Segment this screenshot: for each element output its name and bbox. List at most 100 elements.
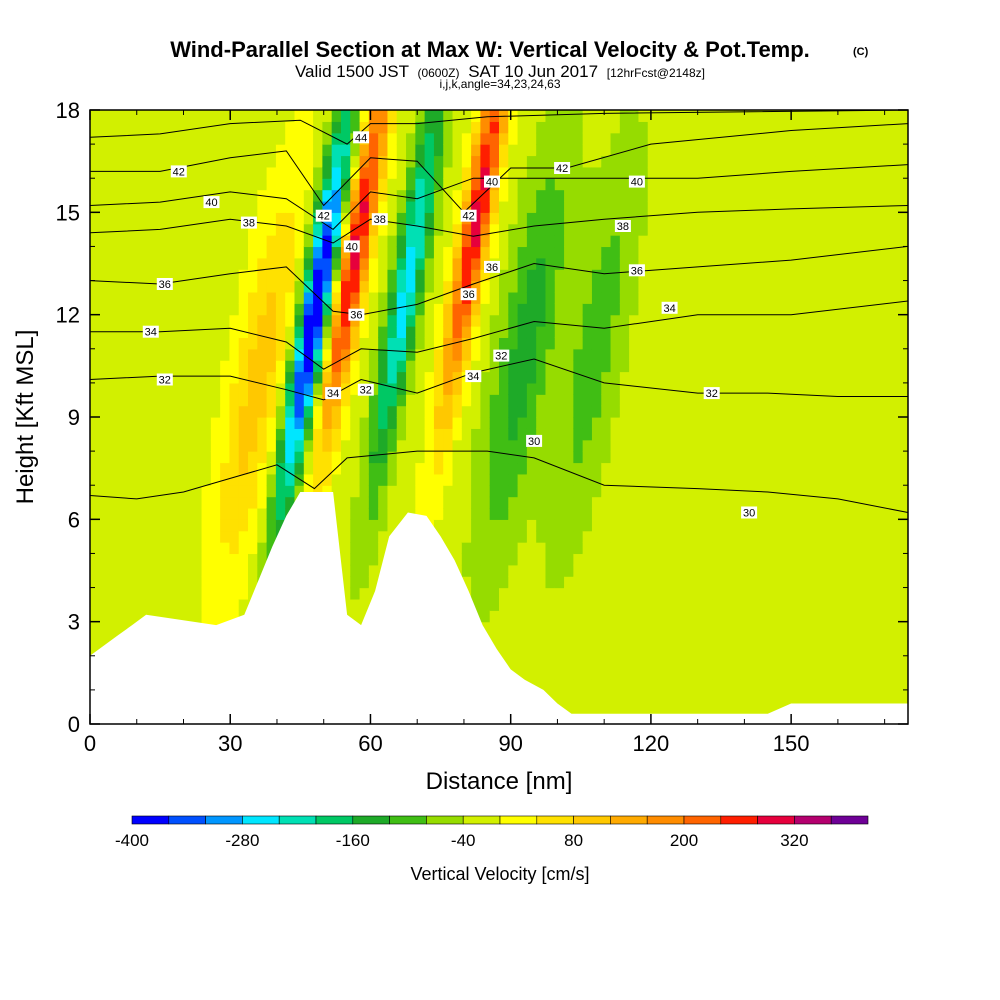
w-cell <box>303 223 314 236</box>
w-cell <box>638 633 649 646</box>
w-cell <box>629 667 640 680</box>
w-cell <box>173 200 184 213</box>
w-cell <box>675 223 686 236</box>
w-cell <box>833 212 844 225</box>
w-cell <box>489 485 500 498</box>
w-cell <box>275 314 286 327</box>
w-cell <box>340 542 351 555</box>
w-cell <box>573 280 584 293</box>
w-cell <box>182 405 193 418</box>
w-cell <box>573 542 584 555</box>
w-cell <box>554 314 565 327</box>
w-cell <box>749 348 760 361</box>
w-cell <box>480 564 491 577</box>
w-cell <box>601 223 612 236</box>
w-cell <box>396 348 407 361</box>
w-cell <box>629 496 640 509</box>
w-cell <box>870 337 881 350</box>
w-cell <box>545 212 556 225</box>
w-cell <box>471 303 482 316</box>
w-cell <box>703 439 714 452</box>
w-cell <box>759 246 770 259</box>
w-cell <box>675 189 686 202</box>
w-cell <box>127 394 138 407</box>
w-cell <box>759 144 770 157</box>
w-cell <box>285 235 296 248</box>
w-cell <box>350 257 361 270</box>
w-cell <box>787 337 798 350</box>
w-cell <box>331 417 342 429</box>
w-cell <box>136 610 147 623</box>
w-cell <box>889 223 900 236</box>
w-cell <box>257 462 268 475</box>
w-cell <box>517 189 528 202</box>
w-cell <box>536 655 547 668</box>
w-cell <box>136 223 147 236</box>
w-cell <box>731 132 742 145</box>
w-cell <box>638 530 649 543</box>
w-cell <box>359 451 370 464</box>
w-cell <box>880 337 891 350</box>
w-cell <box>740 246 751 259</box>
w-cell <box>229 598 240 611</box>
w-cell <box>117 280 128 293</box>
w-cell <box>861 371 872 384</box>
w-cell <box>573 360 584 373</box>
w-cell <box>294 439 305 452</box>
w-cell <box>173 564 184 577</box>
w-cell <box>201 291 212 304</box>
w-cell <box>415 200 426 213</box>
w-cell <box>145 246 156 259</box>
w-cell <box>192 439 203 452</box>
w-cell <box>842 348 853 361</box>
w-cell <box>517 507 528 520</box>
w-cell <box>499 587 509 600</box>
w-cell <box>824 223 835 236</box>
w-cell <box>591 291 602 304</box>
w-cell <box>619 166 630 179</box>
w-cell <box>499 326 509 339</box>
w-cell <box>499 633 509 646</box>
w-cell <box>294 451 305 464</box>
w-cell <box>582 610 593 623</box>
w-cell <box>638 439 649 452</box>
w-cell <box>601 530 612 543</box>
w-cell <box>694 507 705 520</box>
w-cell <box>248 291 258 304</box>
w-cell <box>145 405 156 418</box>
w-cell <box>759 428 770 441</box>
w-cell <box>331 144 342 157</box>
w-cell <box>424 144 435 157</box>
w-cell <box>303 337 314 350</box>
w-cell <box>842 462 853 475</box>
w-cell <box>471 314 482 327</box>
w-cell <box>192 485 203 498</box>
w-cell <box>471 360 482 373</box>
w-cell <box>433 166 444 179</box>
w-cell <box>461 121 472 134</box>
w-cell <box>173 451 184 464</box>
w-cell <box>340 246 351 259</box>
w-cell <box>303 473 314 486</box>
w-cell <box>610 235 621 248</box>
w-cell <box>117 348 128 361</box>
w-cell <box>359 235 370 248</box>
w-cell <box>489 212 500 225</box>
w-cell <box>805 144 816 157</box>
w-cell <box>554 144 565 157</box>
w-cell <box>443 485 454 498</box>
w-cell <box>694 280 705 293</box>
w-cell <box>201 246 212 259</box>
w-cell <box>833 621 844 634</box>
w-cell <box>889 155 900 168</box>
w-cell <box>99 553 110 566</box>
w-cell <box>759 451 770 464</box>
w-cell <box>647 462 658 475</box>
w-cell <box>155 507 165 520</box>
w-cell <box>173 110 184 122</box>
w-cell <box>870 667 881 680</box>
w-cell <box>396 371 407 384</box>
w-cell <box>257 326 268 339</box>
w-cell <box>824 564 835 577</box>
w-cell <box>117 269 128 282</box>
